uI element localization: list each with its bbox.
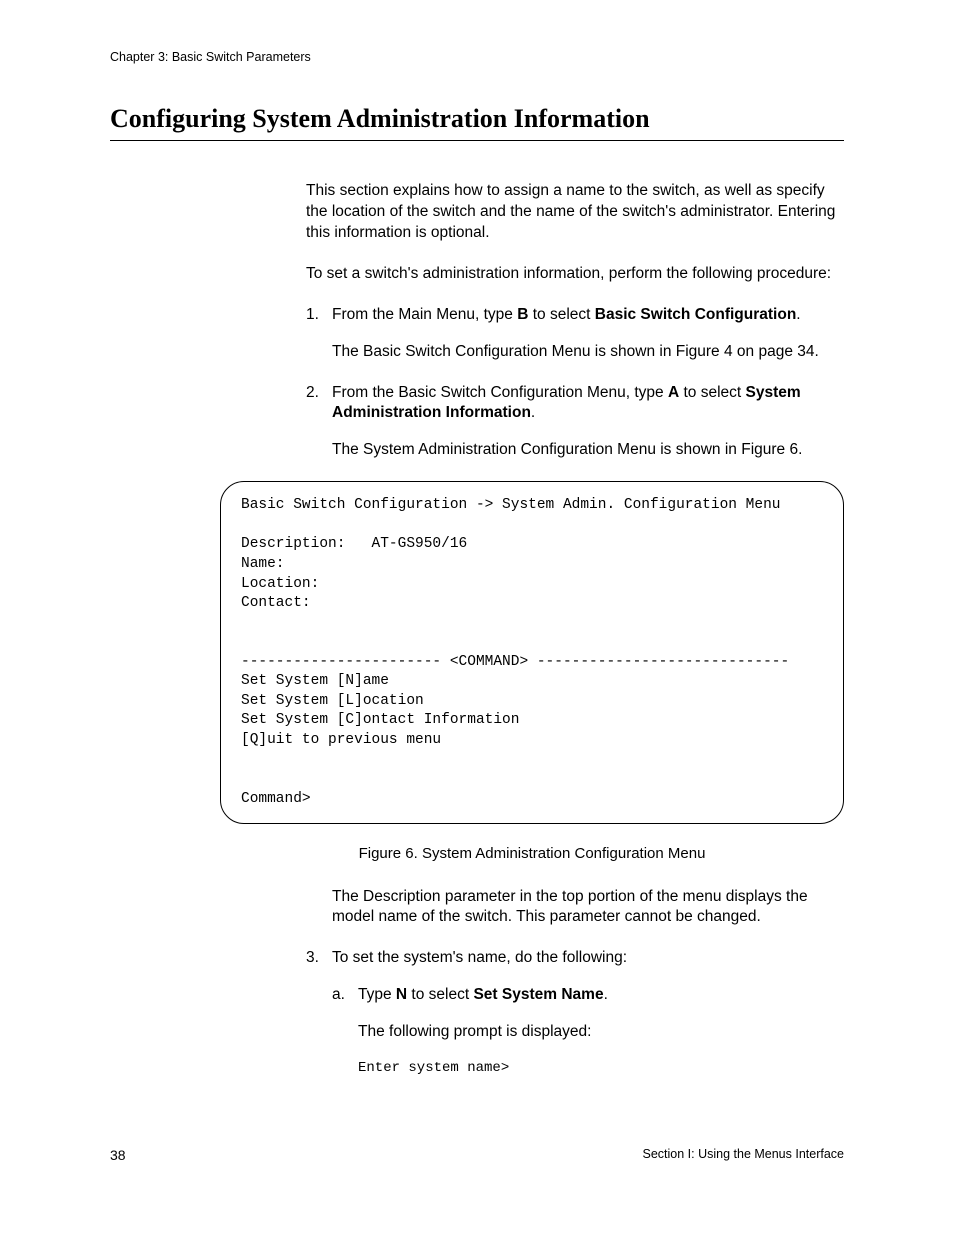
page-footer: 38 Section I: Using the Menus Interface <box>110 1147 844 1163</box>
text-fragment: . <box>604 986 608 1003</box>
text-fragment: . <box>796 306 800 323</box>
chapter-header: Chapter 3: Basic Switch Parameters <box>110 50 844 64</box>
substep-text: Type N to select Set System Name. <box>358 985 844 1006</box>
menu-name-bold: Basic Switch Configuration <box>595 306 797 323</box>
key-bold: B <box>517 306 528 323</box>
text-fragment: . <box>531 404 535 421</box>
body-content: This section explains how to assign a na… <box>306 181 844 1078</box>
text-fragment: From the Main Menu, type <box>332 306 517 323</box>
substep-letter: a. <box>332 985 358 1006</box>
intro-paragraph-2: To set a switch's administration informa… <box>306 264 844 285</box>
key-bold: N <box>396 986 407 1003</box>
step-3a: a. Type N to select Set System Name. <box>332 985 844 1006</box>
text-fragment: to select <box>407 986 473 1003</box>
text-fragment: to select <box>679 384 745 401</box>
step-1-follow: The Basic Switch Configuration Menu is s… <box>332 342 844 363</box>
intro-paragraph: This section explains how to assign a na… <box>306 181 844 244</box>
page-number: 38 <box>110 1147 126 1163</box>
step-3a-follow: The following prompt is displayed: <box>358 1022 844 1043</box>
step-2: 2. From the Basic Switch Configuration M… <box>306 383 844 425</box>
text-fragment: Type <box>358 986 396 1003</box>
terminal-menu-box: Basic Switch Configuration -> System Adm… <box>220 481 844 824</box>
section-title: Configuring System Administration Inform… <box>110 104 844 141</box>
section-label: Section I: Using the Menus Interface <box>643 1147 845 1163</box>
step-text: From the Main Menu, type B to select Bas… <box>332 305 844 326</box>
key-bold: A <box>668 384 679 401</box>
text-fragment: From the Basic Switch Configuration Menu… <box>332 384 668 401</box>
step-number: 1. <box>306 305 332 326</box>
step-number: 2. <box>306 383 332 425</box>
menu-box-container: Basic Switch Configuration -> System Adm… <box>220 481 844 824</box>
after-figure-paragraph: The Description parameter in the top por… <box>332 887 844 929</box>
step-2-follow: The System Administration Configuration … <box>332 440 844 461</box>
system-prompt: Enter system name> <box>358 1059 844 1078</box>
step-1: 1. From the Main Menu, type B to select … <box>306 305 844 326</box>
command-name-bold: Set System Name <box>473 986 603 1003</box>
step-3: 3. To set the system's name, do the foll… <box>306 948 844 969</box>
step-number: 3. <box>306 948 332 969</box>
figure-caption: Figure 6. System Administration Configur… <box>220 844 844 864</box>
text-fragment: to select <box>528 306 594 323</box>
step-text: From the Basic Switch Configuration Menu… <box>332 383 844 425</box>
step-text: To set the system's name, do the followi… <box>332 948 844 969</box>
